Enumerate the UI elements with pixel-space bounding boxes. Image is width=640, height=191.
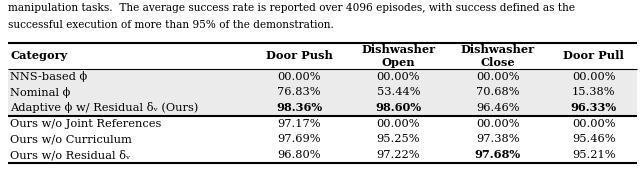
Text: 70.68%: 70.68% [476,87,519,97]
Bar [8,69,637,84]
Text: 00.00%: 00.00% [572,72,615,82]
Text: 96.46%: 96.46% [476,103,519,113]
Text: manipulation tasks.  The average success rate is reported over 4096 episodes, wi: manipulation tasks. The average success … [8,3,575,13]
Text: 00.00%: 00.00% [476,72,519,82]
Text: Dishwasher
Close: Dishwasher Close [461,44,534,68]
Bar [8,84,637,100]
Text: NNS-based ϕ: NNS-based ϕ [10,71,88,82]
Text: 97.69%: 97.69% [278,134,321,144]
Text: 53.44%: 53.44% [377,87,420,97]
Text: 97.68%: 97.68% [474,149,521,160]
Text: Adaptive ϕ w/ Residual δᵥ (Ours): Adaptive ϕ w/ Residual δᵥ (Ours) [10,102,198,113]
Text: Ours w/o Joint References: Ours w/o Joint References [10,119,162,129]
Text: 00.00%: 00.00% [377,119,420,129]
Text: 96.80%: 96.80% [278,150,321,160]
Text: 15.38%: 15.38% [572,87,615,97]
Text: 00.00%: 00.00% [572,119,615,129]
Text: 00.00%: 00.00% [476,119,519,129]
Text: 97.22%: 97.22% [377,150,420,160]
Text: 96.33%: 96.33% [570,102,617,113]
Text: Dishwasher
Open: Dishwasher Open [362,44,435,68]
Text: 00.00%: 00.00% [377,72,420,82]
Text: Door Pull: Door Pull [563,50,624,61]
Text: 97.38%: 97.38% [476,134,519,144]
Text: successful execution of more than 95% of the demonstration.: successful execution of more than 95% of… [8,20,333,30]
Text: 98.36%: 98.36% [276,102,323,113]
Text: 95.21%: 95.21% [572,150,615,160]
Text: 97.17%: 97.17% [278,119,321,129]
Text: 00.00%: 00.00% [278,72,321,82]
Text: Nominal ϕ: Nominal ϕ [10,87,70,98]
Text: 95.25%: 95.25% [377,134,420,144]
Text: Ours w/o Residual δᵥ: Ours w/o Residual δᵥ [10,150,131,160]
Text: 76.83%: 76.83% [278,87,321,97]
Text: 95.46%: 95.46% [572,134,615,144]
Text: 98.60%: 98.60% [375,102,422,113]
Bar [8,100,637,116]
Text: Ours w/o Curriculum: Ours w/o Curriculum [10,134,132,144]
Text: Category: Category [10,50,67,61]
Text: Door Push: Door Push [266,50,333,61]
